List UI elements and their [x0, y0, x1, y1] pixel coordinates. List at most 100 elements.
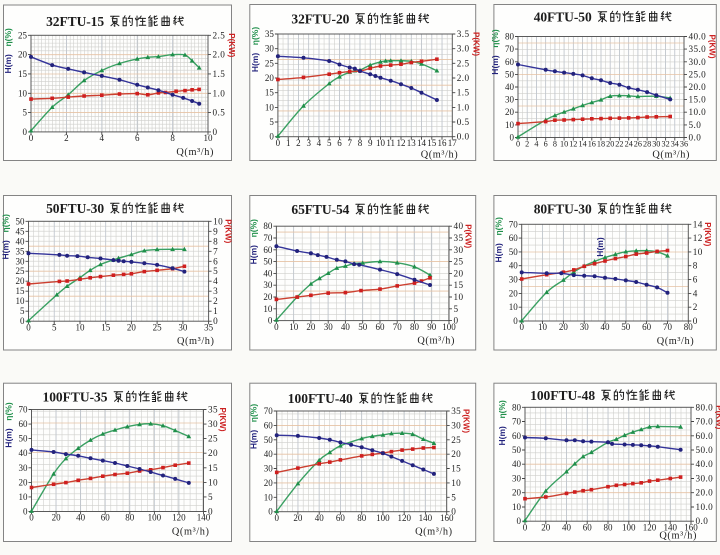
svg-text:40: 40	[76, 513, 86, 523]
svg-text:2: 2	[296, 138, 301, 148]
svg-text:30: 30	[652, 140, 660, 149]
svg-text:50: 50	[263, 257, 273, 267]
svg-text:Q(m³/h): Q(m³/h)	[659, 531, 697, 542]
svg-text:30.0: 30.0	[689, 57, 707, 67]
svg-text:25: 25	[18, 30, 28, 40]
svg-text:34: 34	[671, 140, 679, 149]
svg-text:40FTU-50: 40FTU-50	[534, 10, 592, 25]
svg-text:0: 0	[519, 322, 524, 332]
svg-text:10.0: 10.0	[689, 107, 707, 117]
svg-text:35: 35	[16, 246, 26, 256]
svg-text:10: 10	[560, 140, 568, 149]
svg-text:30: 30	[324, 322, 334, 332]
svg-text:80.0: 80.0	[696, 402, 714, 412]
svg-text:5: 5	[451, 492, 456, 502]
svg-text:10: 10	[505, 120, 515, 130]
svg-text:40.0: 40.0	[689, 32, 707, 42]
svg-text:η(%): η(%)	[490, 29, 500, 48]
svg-text:160: 160	[440, 513, 454, 523]
svg-text:0: 0	[274, 322, 279, 332]
svg-text:30: 30	[509, 275, 519, 285]
svg-text:4: 4	[534, 140, 538, 149]
svg-text:0.5: 0.5	[457, 117, 470, 127]
svg-text:3.0: 3.0	[457, 44, 470, 54]
svg-text:40: 40	[264, 449, 274, 459]
svg-text:0: 0	[20, 316, 25, 326]
svg-text:15: 15	[454, 280, 464, 290]
svg-text:5.0: 5.0	[689, 120, 702, 130]
svg-text:20: 20	[208, 448, 218, 458]
svg-text:25: 25	[265, 58, 275, 68]
svg-text:60.0: 60.0	[696, 431, 714, 441]
svg-text:8: 8	[358, 138, 363, 148]
svg-text:35: 35	[454, 233, 464, 243]
svg-text:50: 50	[509, 247, 519, 257]
svg-text:25: 25	[153, 322, 163, 332]
svg-text:5: 5	[52, 322, 57, 332]
svg-text:Q(m³/h): Q(m³/h)	[177, 336, 215, 347]
svg-text:50: 50	[621, 322, 631, 332]
svg-text:50: 50	[16, 216, 26, 226]
svg-text:4: 4	[317, 138, 322, 148]
svg-text:6: 6	[135, 133, 140, 143]
svg-text:0: 0	[451, 507, 456, 517]
svg-text:80: 80	[604, 522, 614, 532]
svg-text:η(%): η(%)	[497, 400, 507, 419]
svg-text:0.5: 0.5	[213, 108, 226, 118]
svg-text:4: 4	[213, 276, 218, 286]
svg-text:2.0: 2.0	[213, 50, 226, 60]
svg-text:80: 80	[125, 513, 135, 523]
svg-text:0: 0	[454, 316, 459, 326]
svg-text:30: 30	[512, 474, 522, 484]
svg-text:5: 5	[327, 138, 332, 148]
svg-text:120: 120	[172, 513, 186, 523]
svg-text:11: 11	[386, 138, 395, 148]
svg-text:25: 25	[454, 257, 464, 267]
svg-text:70: 70	[663, 322, 673, 332]
svg-text:3: 3	[213, 286, 218, 296]
svg-text:0: 0	[208, 507, 213, 517]
svg-text:2: 2	[693, 302, 698, 312]
svg-text:20: 20	[264, 478, 274, 488]
svg-text:η(%): η(%)	[249, 404, 259, 423]
svg-text:25.0: 25.0	[689, 69, 707, 79]
svg-text:60: 60	[512, 431, 522, 441]
svg-text:10: 10	[512, 502, 522, 512]
svg-text:10: 10	[376, 138, 386, 148]
svg-text:8: 8	[693, 261, 698, 271]
svg-text:50: 50	[505, 69, 515, 79]
svg-text:60: 60	[642, 322, 652, 332]
svg-text:η(%): η(%)	[1, 214, 11, 233]
svg-text:0.0: 0.0	[457, 132, 470, 142]
svg-text:40: 40	[263, 268, 273, 278]
svg-text:10: 10	[263, 304, 273, 314]
svg-text:40: 40	[16, 236, 26, 246]
svg-text:100FTU-35: 100FTU-35	[43, 390, 108, 405]
svg-text:20: 20	[606, 140, 614, 149]
svg-text:8: 8	[213, 236, 218, 246]
svg-text:40: 40	[454, 221, 464, 231]
svg-text:30: 30	[580, 322, 590, 332]
svg-text:12: 12	[693, 233, 703, 243]
svg-text:Q(m³/h): Q(m³/h)	[172, 527, 210, 538]
svg-text:Q(m³/h): Q(m³/h)	[417, 336, 455, 347]
svg-text:40: 40	[505, 82, 515, 92]
svg-text:20: 20	[19, 477, 29, 487]
svg-text:η(%): η(%)	[4, 402, 14, 421]
svg-text:P(KW): P(KW)	[464, 224, 473, 248]
svg-text:60: 60	[101, 513, 111, 523]
svg-text:H(m): H(m)	[497, 426, 507, 446]
svg-text:15: 15	[101, 322, 111, 332]
svg-text:8: 8	[553, 140, 557, 149]
svg-text:50: 50	[512, 445, 522, 455]
svg-text:32FTU-20: 32FTU-20	[291, 12, 349, 27]
svg-text:5: 5	[213, 266, 218, 276]
svg-text:70: 70	[263, 233, 273, 243]
svg-text:18: 18	[597, 140, 605, 149]
svg-text:25: 25	[16, 266, 26, 276]
svg-text:0: 0	[274, 513, 279, 523]
svg-text:P(KW): P(KW)	[707, 35, 716, 59]
svg-text:70: 70	[509, 219, 519, 229]
svg-text:P(KW): P(KW)	[227, 33, 236, 57]
svg-text:15: 15	[427, 138, 437, 148]
